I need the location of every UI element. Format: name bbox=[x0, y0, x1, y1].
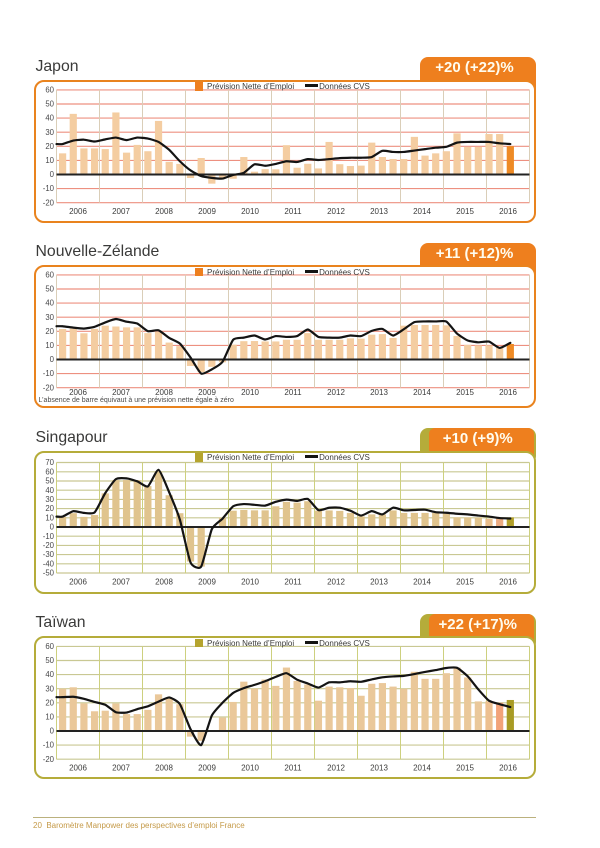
svg-text:2013: 2013 bbox=[370, 577, 388, 586]
svg-text:2007: 2007 bbox=[112, 577, 130, 586]
svg-text:2007: 2007 bbox=[112, 207, 130, 216]
svg-text:2015: 2015 bbox=[456, 764, 474, 773]
svg-text:2014: 2014 bbox=[413, 577, 431, 586]
svg-text:20: 20 bbox=[45, 141, 54, 150]
svg-text:60: 60 bbox=[45, 467, 54, 476]
svg-text:-10: -10 bbox=[43, 531, 55, 540]
svg-text:2014: 2014 bbox=[413, 764, 431, 773]
svg-text:-10: -10 bbox=[43, 741, 55, 750]
svg-text:2010: 2010 bbox=[241, 207, 259, 216]
svg-text:2010: 2010 bbox=[241, 764, 259, 773]
svg-text:2013: 2013 bbox=[370, 764, 388, 773]
svg-text:2011: 2011 bbox=[284, 388, 302, 397]
svg-text:-30: -30 bbox=[43, 550, 55, 559]
svg-text:30: 30 bbox=[45, 684, 54, 693]
svg-text:0: 0 bbox=[50, 522, 55, 531]
svg-text:2010: 2010 bbox=[241, 388, 259, 397]
svg-text:2007: 2007 bbox=[112, 388, 130, 397]
svg-text:0: 0 bbox=[50, 355, 55, 364]
svg-text:0: 0 bbox=[50, 170, 55, 179]
svg-text:2006: 2006 bbox=[69, 577, 87, 586]
svg-text:2012: 2012 bbox=[327, 388, 345, 397]
svg-text:2014: 2014 bbox=[413, 388, 431, 397]
svg-text:2015: 2015 bbox=[456, 577, 474, 586]
svg-text:2013: 2013 bbox=[370, 207, 388, 216]
svg-text:30: 30 bbox=[45, 313, 54, 322]
svg-text:20: 20 bbox=[45, 504, 54, 513]
svg-text:2015: 2015 bbox=[456, 207, 474, 216]
svg-text:50: 50 bbox=[45, 99, 54, 108]
svg-text:40: 40 bbox=[45, 670, 54, 679]
svg-text:-50: -50 bbox=[43, 568, 55, 577]
svg-text:10: 10 bbox=[45, 341, 54, 350]
svg-text:2007: 2007 bbox=[112, 764, 130, 773]
svg-text:-20: -20 bbox=[43, 541, 55, 550]
svg-text:2006: 2006 bbox=[69, 207, 87, 216]
svg-text:50: 50 bbox=[45, 476, 54, 485]
svg-text:10: 10 bbox=[45, 713, 54, 722]
svg-text:60: 60 bbox=[45, 642, 54, 651]
svg-text:20: 20 bbox=[45, 698, 54, 707]
svg-text:40: 40 bbox=[45, 299, 54, 308]
svg-text:30: 30 bbox=[45, 127, 54, 136]
svg-text:2011: 2011 bbox=[284, 577, 302, 586]
svg-text:50: 50 bbox=[45, 656, 54, 665]
svg-text:2006: 2006 bbox=[69, 388, 87, 397]
svg-text:-10: -10 bbox=[43, 369, 55, 378]
svg-text:2008: 2008 bbox=[155, 577, 173, 586]
svg-text:0: 0 bbox=[50, 727, 55, 736]
svg-text:2012: 2012 bbox=[327, 577, 345, 586]
svg-text:2013: 2013 bbox=[370, 388, 388, 397]
svg-text:2010: 2010 bbox=[241, 577, 259, 586]
svg-text:20: 20 bbox=[45, 327, 54, 336]
svg-text:2006: 2006 bbox=[69, 764, 87, 773]
svg-text:50: 50 bbox=[45, 285, 54, 294]
svg-text:2011: 2011 bbox=[284, 207, 302, 216]
svg-text:-10: -10 bbox=[43, 184, 55, 193]
svg-text:2008: 2008 bbox=[155, 764, 173, 773]
svg-text:40: 40 bbox=[45, 485, 54, 494]
svg-text:2016: 2016 bbox=[499, 207, 517, 216]
svg-text:2015: 2015 bbox=[456, 388, 474, 397]
svg-text:30: 30 bbox=[45, 495, 54, 504]
svg-text:-20: -20 bbox=[43, 198, 55, 207]
svg-text:2014: 2014 bbox=[413, 207, 431, 216]
svg-text:2009: 2009 bbox=[198, 764, 216, 773]
svg-text:-20: -20 bbox=[43, 755, 55, 764]
svg-text:60: 60 bbox=[45, 85, 54, 94]
svg-text:60: 60 bbox=[45, 271, 54, 280]
svg-text:40: 40 bbox=[45, 113, 54, 122]
svg-text:2009: 2009 bbox=[198, 388, 216, 397]
svg-text:-40: -40 bbox=[43, 559, 55, 568]
svg-text:10: 10 bbox=[45, 156, 54, 165]
svg-text:2009: 2009 bbox=[198, 207, 216, 216]
svg-text:2008: 2008 bbox=[155, 388, 173, 397]
svg-text:70: 70 bbox=[45, 458, 54, 467]
svg-text:2012: 2012 bbox=[327, 207, 345, 216]
svg-text:2008: 2008 bbox=[155, 207, 173, 216]
svg-text:10: 10 bbox=[45, 513, 54, 522]
svg-text:2011: 2011 bbox=[284, 764, 302, 773]
svg-text:2009: 2009 bbox=[198, 577, 216, 586]
svg-text:-20: -20 bbox=[43, 383, 55, 392]
svg-text:2016: 2016 bbox=[499, 577, 517, 586]
svg-text:2016: 2016 bbox=[499, 388, 517, 397]
svg-text:2012: 2012 bbox=[327, 764, 345, 773]
svg-text:2016: 2016 bbox=[499, 764, 517, 773]
